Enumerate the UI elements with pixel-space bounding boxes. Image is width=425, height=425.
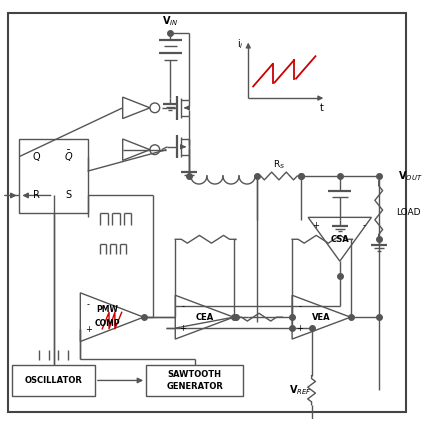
Text: CSA: CSA bbox=[330, 235, 349, 244]
Text: V$_{OUT}$: V$_{OUT}$ bbox=[398, 169, 423, 183]
Text: +: + bbox=[85, 325, 91, 334]
Text: -: - bbox=[87, 300, 90, 309]
Text: -: - bbox=[298, 302, 301, 311]
Text: -: - bbox=[181, 302, 184, 311]
Text: +: + bbox=[297, 323, 303, 333]
Text: S: S bbox=[65, 190, 71, 201]
Text: V$_{IN}$: V$_{IN}$ bbox=[162, 14, 178, 28]
Text: V$_{REF}$: V$_{REF}$ bbox=[289, 383, 312, 397]
Text: t: t bbox=[319, 103, 323, 113]
Text: OSCILLATOR: OSCILLATOR bbox=[25, 376, 82, 385]
Text: CEA: CEA bbox=[196, 313, 214, 322]
Text: R: R bbox=[33, 190, 40, 201]
Text: LOAD: LOAD bbox=[396, 209, 421, 218]
Bar bbox=[20, 139, 88, 212]
Text: R$_S$: R$_S$ bbox=[273, 158, 285, 170]
Text: Q: Q bbox=[32, 152, 40, 162]
Bar bbox=[12, 365, 95, 396]
Text: PMW: PMW bbox=[96, 305, 118, 314]
Text: -: - bbox=[362, 221, 365, 230]
Text: $\bar{Q}$: $\bar{Q}$ bbox=[63, 149, 73, 164]
Text: i$_i$: i$_i$ bbox=[237, 38, 244, 51]
Text: VEA: VEA bbox=[312, 313, 331, 322]
Text: SAWTOOTH: SAWTOOTH bbox=[168, 370, 222, 379]
Text: +: + bbox=[180, 323, 187, 333]
Text: GENERATOR: GENERATOR bbox=[166, 382, 223, 391]
Text: +: + bbox=[312, 221, 319, 230]
Bar bbox=[146, 365, 244, 396]
Text: COMP: COMP bbox=[94, 318, 120, 328]
